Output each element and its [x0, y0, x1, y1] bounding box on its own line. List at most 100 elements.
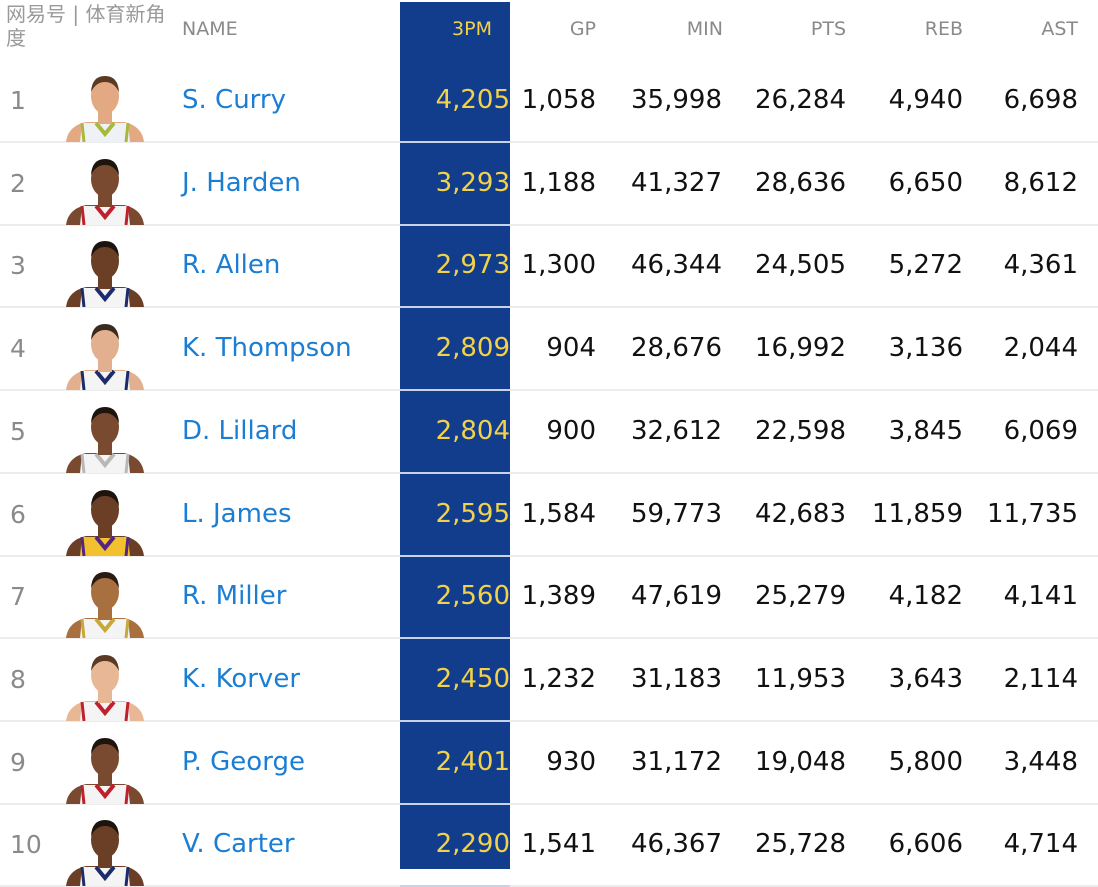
stat-gp: 904 — [546, 333, 596, 364]
row-divider — [0, 637, 1098, 640]
stat-tpm: 2,450 — [435, 663, 510, 694]
stat-ast: 11,735 — [987, 498, 1078, 529]
stat-ast: 4,361 — [1003, 250, 1078, 281]
stat-ast: 8,612 — [1003, 167, 1078, 198]
stat-tpm: 2,595 — [435, 498, 510, 529]
stat-reb: 6,650 — [888, 167, 963, 198]
stat-gp: 930 — [546, 746, 596, 777]
stat-min: 28,676 — [631, 333, 722, 364]
row-divider — [400, 719, 510, 722]
rank: 4 — [10, 334, 26, 364]
stat-reb: 5,272 — [888, 250, 963, 281]
row-divider — [400, 802, 510, 805]
table-row[interactable]: 4 K. Thompson 2,809 904 28,676 16,992 3,136 2,… — [0, 308, 1098, 392]
table-row[interactable]: 7 R. Miller 2,560 1,389 47,619 25,279 4,182 4,… — [0, 556, 1098, 640]
stat-pts: 19,048 — [755, 746, 846, 777]
stat-pts: 42,683 — [755, 498, 846, 529]
stat-min: 46,344 — [631, 250, 722, 281]
stat-ast: 4,714 — [1003, 829, 1078, 860]
table-row[interactable]: 5 D. Lillard 2,804 900 32,612 22,598 3,845 6,0… — [0, 391, 1098, 474]
stat-tpm: 2,290 — [435, 829, 510, 860]
row-divider — [400, 223, 510, 226]
player-name-link[interactable]: P. George — [182, 746, 305, 777]
header-ast[interactable]: AST — [1041, 18, 1078, 40]
row-divider — [400, 141, 510, 143]
header-gp[interactable]: GP — [569, 18, 596, 40]
stat-min: 46,367 — [631, 829, 722, 860]
row-divider — [0, 389, 1098, 392]
stat-pts: 22,598 — [755, 415, 846, 446]
rank: 9 — [10, 747, 26, 777]
row-divider — [0, 141, 1098, 143]
stat-tpm: 3,293 — [435, 167, 510, 198]
stat-min: 35,998 — [631, 85, 722, 115]
player-name-link[interactable]: R. Allen — [182, 250, 281, 281]
table-row[interactable]: 10 V. Carter 2,290 1,541 46,367 25,728 6,606 4… — [0, 804, 1098, 887]
player-avatar-icon[interactable] — [62, 70, 148, 142]
stat-reb: 3,136 — [888, 333, 963, 364]
player-name-link[interactable]: V. Carter — [182, 829, 295, 860]
stat-pts: 28,636 — [755, 167, 846, 198]
stat-ast: 4,141 — [1003, 581, 1078, 612]
row-divider — [0, 223, 1098, 226]
stat-gp: 1,389 — [521, 581, 596, 612]
header-3pm[interactable]: 3PM — [452, 18, 492, 40]
header-name[interactable]: NAME — [182, 18, 238, 40]
stat-gp: 900 — [546, 415, 596, 446]
watermark: 网易号 | 体育新角度 — [6, 2, 166, 50]
header-min[interactable]: MIN — [686, 18, 723, 40]
stat-gp: 1,058 — [521, 85, 596, 115]
row-divider — [400, 471, 510, 474]
row-divider — [0, 554, 1098, 557]
player-name-link[interactable]: D. Lillard — [182, 415, 298, 446]
row-divider — [400, 554, 510, 557]
stat-tpm: 4,205 — [435, 85, 510, 115]
player-avatar-icon[interactable] — [62, 814, 148, 887]
player-name-link[interactable]: S. Curry — [182, 85, 286, 115]
3pm-column-highlight — [400, 2, 510, 869]
stat-pts: 25,728 — [755, 829, 846, 860]
stat-pts: 25,279 — [755, 581, 846, 612]
player-name-link[interactable]: J. Harden — [182, 167, 301, 198]
row-divider — [0, 802, 1098, 805]
rank: 2 — [10, 168, 26, 198]
player-avatar-icon[interactable] — [62, 153, 148, 225]
table-row[interactable]: 8 K. Korver 2,450 1,232 31,183 11,953 3,643 2,… — [0, 639, 1098, 722]
stat-ast: 6,698 — [1003, 85, 1078, 115]
stat-tpm: 2,809 — [435, 333, 510, 364]
stat-reb: 4,182 — [888, 581, 963, 612]
stat-min: 32,612 — [631, 415, 722, 446]
stat-min: 31,172 — [631, 746, 722, 777]
stat-tpm: 2,401 — [435, 746, 510, 777]
player-name-link[interactable]: K. Thompson — [182, 333, 352, 364]
header-pts[interactable]: PTS — [810, 18, 846, 40]
stat-pts: 11,953 — [755, 663, 846, 694]
player-name-link[interactable]: K. Korver — [182, 663, 301, 694]
stat-reb: 3,643 — [888, 663, 963, 694]
player-avatar-icon[interactable] — [62, 566, 148, 639]
player-name-link[interactable]: L. James — [182, 498, 292, 529]
stat-reb: 11,859 — [872, 498, 963, 529]
table-row[interactable]: 1 S. Curry 4,205 1,058 35,998 26,284 4,940 6,6… — [0, 60, 1098, 143]
stat-tpm: 2,804 — [435, 415, 510, 446]
stat-pts: 24,505 — [755, 250, 846, 281]
stat-tpm: 2,560 — [435, 581, 510, 612]
table-row[interactable]: 3 R. Allen 2,973 1,300 46,344 24,505 5,272 4,3… — [0, 225, 1098, 309]
player-avatar-icon[interactable] — [62, 235, 148, 308]
table-row[interactable]: 6 L. James 2,595 1,584 59,773 42,683 11,859 11… — [0, 474, 1098, 557]
player-name-link[interactable]: R. Miller — [182, 581, 287, 612]
stat-gp: 1,541 — [521, 829, 596, 860]
stat-gp: 1,584 — [521, 498, 596, 529]
stat-min: 59,773 — [631, 498, 722, 529]
stat-pts: 26,284 — [755, 85, 846, 115]
player-avatar-icon[interactable] — [62, 732, 148, 804]
player-avatar-icon[interactable] — [62, 649, 148, 721]
rank: 1 — [10, 86, 26, 115]
header-reb[interactable]: REB — [924, 18, 963, 40]
table-row[interactable]: 9 P. George 2,401 930 31,172 19,048 5,800 3,44… — [0, 722, 1098, 805]
player-avatar-icon[interactable] — [62, 401, 148, 473]
player-avatar-icon[interactable] — [62, 318, 148, 391]
player-avatar-icon[interactable] — [62, 484, 148, 556]
stat-pts: 16,992 — [755, 333, 846, 364]
table-row[interactable]: 2 J. Harden 3,293 1,188 41,327 28,636 6,650 8,… — [0, 143, 1098, 226]
